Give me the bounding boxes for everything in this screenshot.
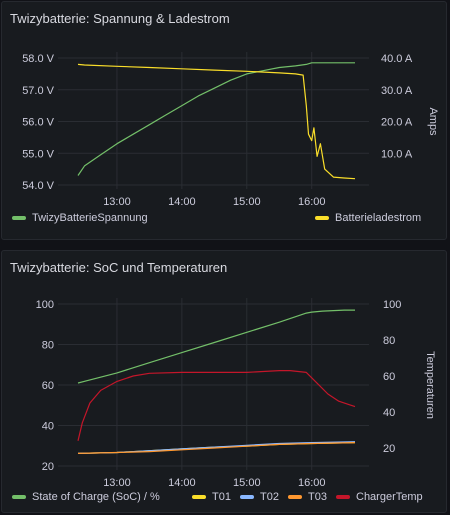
x-tick-label: 15:00 <box>233 196 261 208</box>
legend-item-t03[interactable]: T03 <box>288 491 327 503</box>
legend: TwizyBatterieSpannung Batterieladestrom <box>12 212 442 228</box>
legend-label: TwizyBatterieSpannung <box>32 212 148 224</box>
x-tick-label: 16:00 <box>298 196 326 208</box>
panel-title: Twizybatterie: Spannung & Ladestrom <box>10 11 230 26</box>
y-right-tick-label: 10.0 A <box>381 148 413 160</box>
y-right-tick-label: 40.0 A <box>381 53 413 65</box>
y-right-tick-label: 60 <box>383 371 395 383</box>
legend-swatch <box>12 495 26 499</box>
y-left-tick-label: 20 <box>42 461 54 473</box>
x-tick-label: 14:00 <box>168 477 196 489</box>
y-left-tick-label: 100 <box>36 299 54 311</box>
y-right-tick-label: 80 <box>383 335 395 347</box>
legend-swatch <box>315 216 329 220</box>
legend-item-voltage[interactable]: TwizyBatterieSpannung <box>12 212 148 224</box>
y-left-tick-label: 54.0 V <box>22 180 54 192</box>
y-right-tick-label: 100 <box>383 299 401 311</box>
series-line-state-of-charge-soc <box>77 309 355 384</box>
legend-label: ChargerTemp <box>356 491 423 503</box>
y-left-tick-label: 57.0 V <box>22 85 54 97</box>
legend-item-t02[interactable]: T02 <box>240 491 279 503</box>
legend-label: T01 <box>212 491 231 503</box>
series-line-twizybatteriespannung <box>77 62 355 176</box>
legend-label: T03 <box>308 491 327 503</box>
legend-label: Batterieladestrom <box>335 212 422 224</box>
soc-temperature-panel: Twizybatterie: SoC und Temperaturen 13:0… <box>1 250 447 513</box>
legend-item-current[interactable]: Batterieladestrom <box>315 212 421 224</box>
y-left-tick-label: 56.0 V <box>22 117 54 129</box>
voltage-current-chart: 13:00 14:00 15:00 16:00 54.0 V 55.0 V 56.0 V 57… <box>22 52 439 208</box>
legend-item-chargertemp[interactable]: ChargerTemp <box>336 491 423 503</box>
legend-label: T02 <box>260 491 279 503</box>
legend: State of Charge (SoC) / % T01 T02 T03 Ch… <box>12 491 442 507</box>
legend-swatch <box>12 216 26 220</box>
series-line-chargertemp <box>77 369 356 441</box>
y-right-tick-label: 20 <box>383 443 395 455</box>
panel-title: Twizybatterie: SoC und Temperaturen <box>10 260 228 275</box>
legend-swatch <box>240 495 254 499</box>
x-tick-label: 16:00 <box>298 477 326 489</box>
y-left-tick-label: 80 <box>42 340 54 352</box>
legend-swatch <box>192 495 206 499</box>
x-tick-label: 13:00 <box>103 477 131 489</box>
y-right-tick-label: 40 <box>383 407 395 419</box>
y-left-tick-label: 40 <box>42 421 54 433</box>
y-right-axis-title: Temperaturen <box>424 351 436 419</box>
voltage-current-panel: Twizybatterie: Spannung & Ladestrom 13:0… <box>1 1 447 240</box>
x-tick-label: 13:00 <box>103 196 131 208</box>
legend-item-t01[interactable]: T01 <box>192 491 231 503</box>
y-left-tick-label: 58.0 V <box>22 53 54 65</box>
y-left-tick-label: 55.0 V <box>22 148 54 160</box>
y-left-tick-label: 60 <box>42 380 54 392</box>
legend-swatch <box>336 495 350 499</box>
soc-temperature-chart: 13:00 14:00 15:00 16:00 20 40 60 80 100 20 40 60 80 1… <box>36 298 436 489</box>
legend-item-soc[interactable]: State of Charge (SoC) / % <box>12 491 160 503</box>
legend-label: State of Charge (SoC) / % <box>32 491 160 503</box>
legend-swatch <box>288 495 302 499</box>
x-tick-label: 15:00 <box>233 477 261 489</box>
series-line-t03 <box>77 442 356 454</box>
x-tick-label: 14:00 <box>168 196 196 208</box>
y-right-tick-label: 30.0 A <box>381 85 413 97</box>
y-right-tick-label: 20.0 A <box>381 117 413 129</box>
series-line-batterieladestrom <box>77 63 356 180</box>
y-right-axis-title: Amps <box>427 107 439 136</box>
